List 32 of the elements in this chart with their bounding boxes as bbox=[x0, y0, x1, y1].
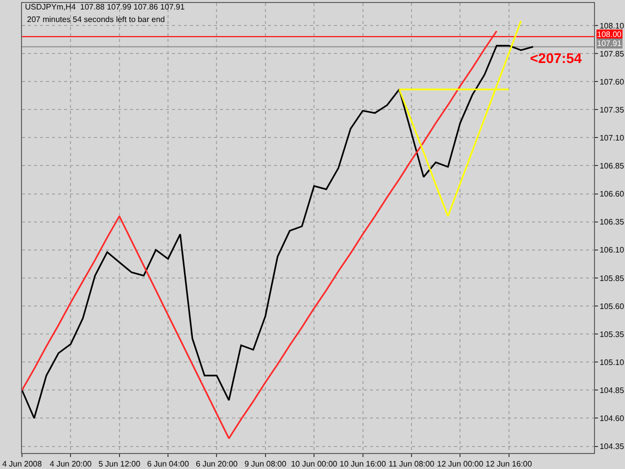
y-tick-label: 107.60 bbox=[600, 77, 625, 86]
x-tick-label: 10 Jun 00:00 bbox=[290, 460, 338, 469]
y-tick-label: 104.60 bbox=[600, 414, 625, 424]
text: 207 minutes 54 seconds left to bar end bbox=[27, 15, 165, 24]
y-tick-label: 106.10 bbox=[600, 246, 625, 255]
x-tick-label: 6 Jun 04:00 bbox=[147, 460, 190, 469]
x-tick-label: 6 Jun 20:00 bbox=[196, 460, 238, 469]
x-tick-label: 10 Jun 16:00 bbox=[340, 460, 386, 469]
x-tick-label: 12 Jun 00:00 bbox=[436, 460, 484, 469]
y-tick-label: 107.85 bbox=[600, 49, 625, 58]
y-tick-label: 105.85 bbox=[600, 274, 625, 283]
y-tick-label: 104.85 bbox=[600, 386, 625, 395]
x-tick-label: 4 Jun 2008 bbox=[2, 460, 42, 469]
y-tick-label: 106.60 bbox=[600, 190, 625, 199]
y-tick-label: 105.35 bbox=[600, 330, 625, 339]
y-tick-label: 105.10 bbox=[600, 358, 625, 367]
y-tick-label: 107.35 bbox=[600, 105, 625, 114]
x-tick-label: 11 Jun 08:00 bbox=[388, 460, 435, 469]
ref-line-label: 107.91 bbox=[597, 39, 622, 48]
x-tick-label: 5 Jun 12:00 bbox=[98, 460, 141, 469]
x-tick-label: 4 Jun 20:00 bbox=[50, 460, 92, 469]
x-tick-label: 9 Jun 08:00 bbox=[244, 460, 287, 469]
y-tick-label: 108.10 bbox=[600, 21, 625, 30]
y-tick-label: 104.35 bbox=[600, 442, 625, 452]
y-tick-label: 107.10 bbox=[600, 133, 625, 142]
annotation: <207:54 bbox=[530, 50, 582, 66]
x-tick-label: 12 Jun 16:00 bbox=[486, 460, 532, 469]
ref-line-label: 108.00 bbox=[597, 30, 622, 39]
y-tick-label: 106.35 bbox=[600, 218, 625, 227]
y-tick-label: 105.60 bbox=[600, 302, 625, 311]
chart-title: USDJPYm,H4 107.88 107.99 107.86 107.91 bbox=[25, 2, 186, 12]
y-tick-label: 106.85 bbox=[600, 162, 625, 171]
